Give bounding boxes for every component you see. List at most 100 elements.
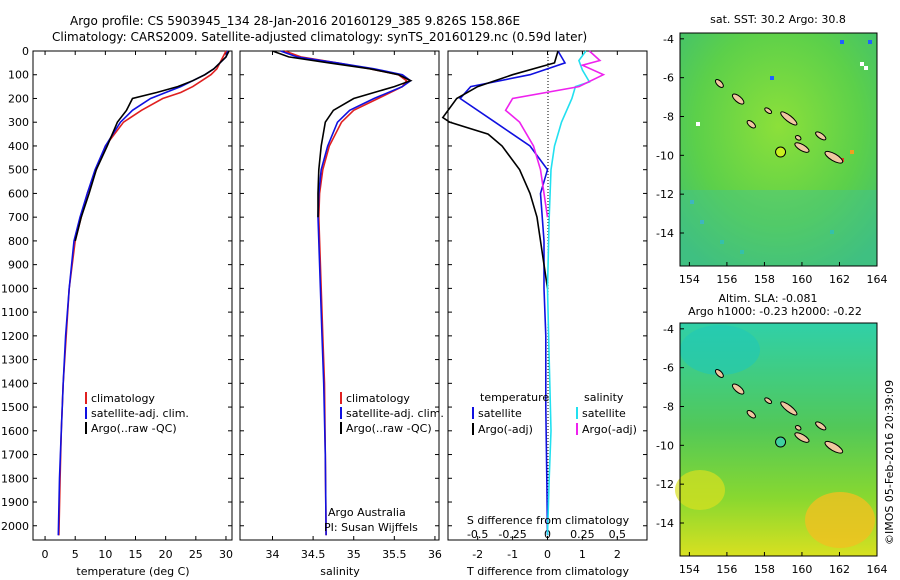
x-tick-label: 2 (614, 548, 621, 561)
sst-pixel (860, 62, 864, 66)
depth-tick-label: 1300 (1, 354, 29, 367)
map-x-tick-label: 162 (829, 563, 850, 576)
map-x-tick-label: 164 (867, 563, 888, 576)
depth-tick-label: 1400 (1, 377, 29, 390)
island (746, 120, 756, 129)
series-line (272, 50, 413, 218)
sst-pixel (830, 230, 834, 234)
x-tick-label: 36 (428, 548, 442, 561)
depth-tick-label: 0 (22, 45, 29, 58)
island (824, 440, 844, 454)
legend-label: Argo(..raw -QC) (346, 422, 432, 435)
island (815, 421, 827, 431)
legend-label: Argo(..raw -QC) (91, 422, 177, 435)
legend-swatch (340, 422, 342, 434)
argo-position-marker (775, 436, 787, 448)
annotation-line1: Argo Australia (328, 506, 406, 519)
depth-tick-label: 1900 (1, 496, 29, 509)
temperature-x-axis: 0 5 10 15 20 25 30 (42, 51, 233, 561)
map-x-tick-label: 158 (754, 273, 775, 286)
salinity-x-axis: 34 34.5 35 35.5 36 (265, 51, 442, 561)
x-tick-label: 0 (544, 548, 551, 561)
x-tick-label: 1 (579, 548, 586, 561)
map-x-tick-label: 156 (716, 563, 737, 576)
island (794, 432, 810, 443)
salinity-panel: 34 34.5 35 35.5 36 salinity climatology satel… (239, 50, 444, 578)
series-line (504, 50, 606, 218)
legend-swatch (576, 407, 578, 419)
legend-label: satellite (478, 407, 522, 420)
x-tick-label: 25 (189, 548, 203, 561)
x-tick-label: 34.5 (301, 548, 326, 561)
map-y-tick-label: -10 (656, 439, 674, 452)
map-y-tick-label: -10 (656, 149, 674, 162)
x-tick-label: 0 (42, 548, 49, 561)
map-x-tick-label: 160 (791, 273, 812, 286)
legend-label: Argo(-adj) (478, 423, 533, 436)
difference-panel: -2 -1 0 1 2 -0.5 -0.25 0 0.25 0.5 S difference f… (441, 50, 648, 578)
depth-tick-label: 1200 (1, 330, 29, 343)
depth-tick-label: 800 (8, 235, 29, 248)
island (731, 93, 745, 105)
island (824, 150, 844, 164)
sst-pixel (864, 66, 868, 70)
depth-tick-label: 100 (8, 69, 29, 82)
sst-southern-band (680, 190, 877, 266)
map-y-tick-label: -12 (656, 188, 674, 201)
temperature-panel: 0100200300400500600700800900100011001200… (1, 45, 233, 578)
legend-swatch (576, 423, 578, 435)
legend-header: salinity (584, 391, 624, 404)
x-tick-label: 34 (265, 548, 279, 561)
depth-tick-label: 300 (8, 116, 29, 129)
header-line1: Argo profile: CS 5903945_134 28-Jan-2016… (70, 14, 520, 28)
map-y-tick-label: -14 (656, 517, 674, 530)
legend-swatch (340, 392, 342, 404)
island (794, 135, 802, 141)
map-y-tick-label: -12 (656, 478, 674, 491)
depth-tick-label: 1100 (1, 306, 29, 319)
sst-pixel (868, 40, 872, 44)
island (780, 401, 798, 416)
salinity-lines (272, 50, 413, 536)
sla-map: Altim. SLA: -0.081 Argo h1000: -0.23 h20… (656, 292, 887, 576)
x-tick-label: 35.5 (382, 548, 407, 561)
x-tick-label: 5 (72, 548, 79, 561)
sst-map-title: sat. SST: 30.2 Argo: 30.8 (710, 13, 846, 26)
sst-map-axes: 154 156 158 160 162 164 -4 -6 -8 -10 -12 -14 (656, 33, 887, 286)
annotation-line2: PI: Susan Wijffels (324, 521, 418, 534)
island (780, 111, 798, 126)
sla-map-axes: 154 156 158 160 162 164 -4 -6 -8 -10 -12 -14 (656, 323, 887, 576)
map-x-tick-label: 158 (754, 563, 775, 576)
depth-tick-label: 200 (8, 92, 29, 105)
sla-map-title1: Altim. SLA: -0.081 (718, 292, 817, 305)
x-tick-label: 30 (219, 548, 233, 561)
sst-pixel (696, 122, 700, 126)
difference-lines (441, 50, 606, 536)
s-diff-label: S difference from climatology (467, 514, 630, 527)
x-tick-label: -2 (472, 548, 483, 561)
sla-patch (805, 492, 875, 548)
island (746, 410, 756, 419)
salinity-plot-frame (239, 50, 440, 541)
map-y-tick-label: -8 (663, 110, 674, 123)
island (815, 131, 827, 141)
depth-tick-label: 400 (8, 140, 29, 153)
legend-label: satellite (582, 407, 626, 420)
temperature-plot-frame (32, 50, 233, 541)
depth-tick-label: 1600 (1, 425, 29, 438)
map-y-tick-label: -4 (663, 33, 674, 46)
sst-map: sat. SST: 30.2 Argo: 30.8 154 156 158 160 16… (656, 13, 887, 286)
salinity-xlabel: salinity (320, 565, 360, 578)
depth-tick-label: 1700 (1, 449, 29, 462)
sst-pixel (690, 200, 694, 204)
map-x-tick-label: 156 (716, 273, 737, 286)
legend-swatch (472, 407, 474, 419)
depth-tick-label: 600 (8, 187, 29, 200)
map-y-tick-label: -4 (663, 323, 674, 336)
x-tick-label: 20 (159, 548, 173, 561)
map-x-tick-label: 162 (829, 273, 850, 286)
sst-pixel (840, 40, 844, 44)
sst-pixel (700, 220, 704, 224)
island (714, 79, 724, 88)
